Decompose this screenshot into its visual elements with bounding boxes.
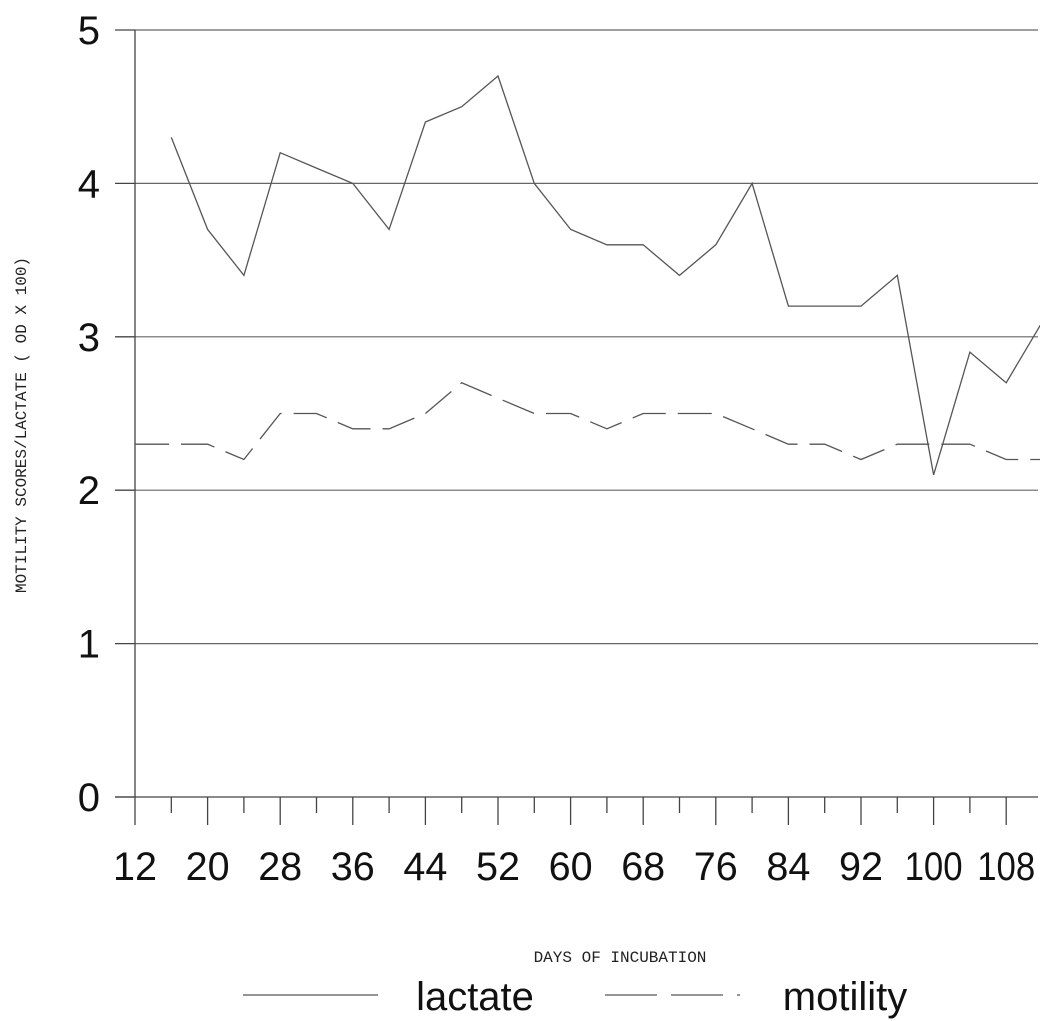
y-tick-label: 5 bbox=[78, 9, 100, 53]
legend-label-lactate: lactate bbox=[416, 975, 534, 1019]
x-tick-label: 108 bbox=[977, 845, 1035, 889]
legend-label-motility: motility bbox=[783, 975, 907, 1019]
x-tick-label: 44 bbox=[403, 845, 447, 889]
y-axis-ticks: 0 1 2 3 4 5 bbox=[78, 9, 135, 820]
gridlines bbox=[135, 29, 1038, 645]
x-axis-title: DAYS OF INCUBATION bbox=[534, 949, 707, 967]
x-tick-label: 68 bbox=[621, 845, 665, 889]
x-tick-label: 12 bbox=[113, 845, 157, 889]
x-tick-label: 28 bbox=[258, 845, 302, 889]
y-tick-label: 0 bbox=[78, 776, 100, 820]
x-axis-ticks: 12 20 28 36 44 52 60 68 76 84 92 100 108 bbox=[113, 797, 1035, 889]
y-tick-label: 1 bbox=[78, 623, 100, 667]
x-tick-label: 84 bbox=[766, 845, 810, 889]
series-lines bbox=[135, 74, 1040, 476]
x-tick-label: 60 bbox=[549, 845, 593, 889]
axes bbox=[115, 30, 1038, 798]
x-tick-label: 92 bbox=[839, 845, 883, 889]
x-tick-label: 52 bbox=[476, 845, 520, 889]
series-line-motility bbox=[135, 382, 1040, 461]
x-tick-label: 100 bbox=[905, 845, 963, 889]
x-tick-label: 36 bbox=[331, 845, 375, 889]
legend: lactate motility bbox=[243, 975, 907, 1019]
series-line-lactate bbox=[170, 74, 1040, 476]
y-tick-label: 4 bbox=[78, 162, 100, 206]
y-tick-label: 2 bbox=[78, 469, 100, 513]
x-tick-label: 76 bbox=[694, 845, 738, 889]
x-tick-label: 20 bbox=[186, 845, 230, 889]
y-tick-label: 3 bbox=[78, 316, 100, 360]
y-axis-title: MOTILITY SCORES/LACTATE ( OD X 100) bbox=[13, 257, 31, 593]
